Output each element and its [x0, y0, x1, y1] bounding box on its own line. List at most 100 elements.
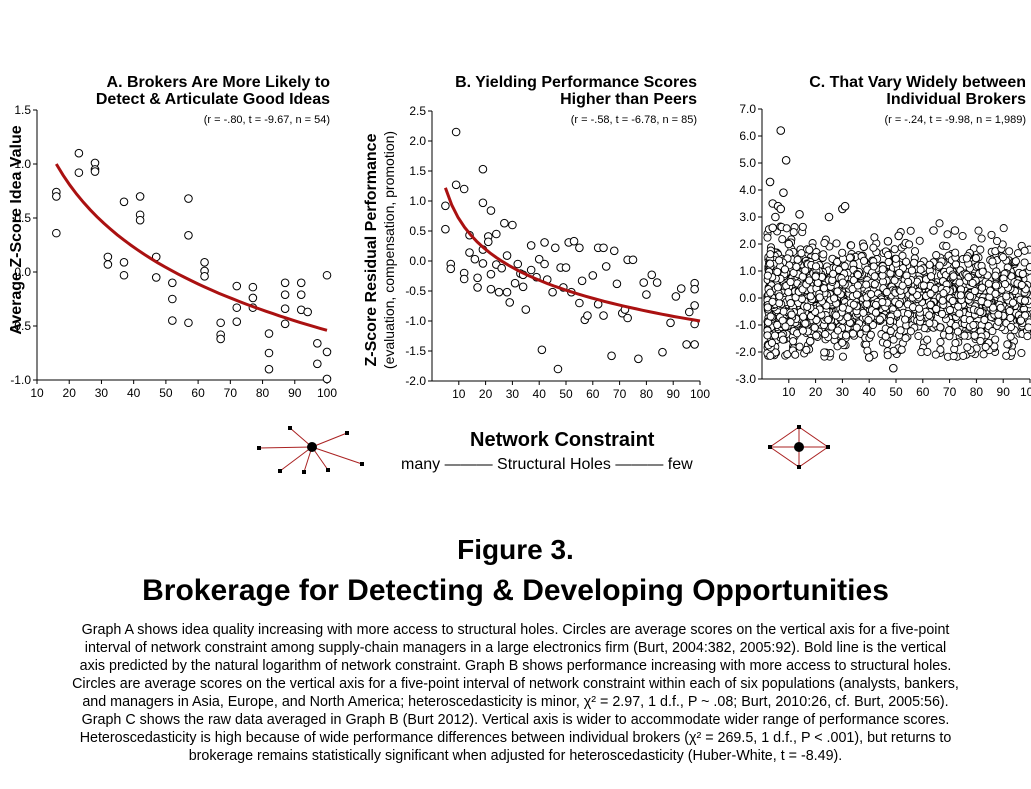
chart-a: A. Brokers Are More Likely to Detect & A… [8, 74, 337, 400]
data-point [763, 303, 772, 312]
data-point [878, 298, 887, 307]
data-point [870, 272, 879, 281]
data-point [821, 330, 830, 339]
data-point [904, 277, 913, 286]
star-network-icon [257, 426, 364, 474]
data-point [992, 236, 1002, 246]
data-point [801, 319, 810, 328]
data-point [540, 238, 549, 247]
fit-curve [55, 163, 328, 332]
data-point [513, 259, 523, 269]
x-tick-label: 10 [452, 387, 466, 401]
data-point [473, 273, 482, 283]
data-point [248, 293, 258, 303]
data-point [575, 243, 584, 253]
data-point [768, 223, 778, 233]
caption-line: interval of network constraint among sup… [84, 640, 947, 656]
data-point [894, 231, 903, 241]
y-tick-label: -3.0 [735, 372, 756, 386]
data-point [949, 352, 958, 361]
data-point [931, 350, 940, 359]
data-point [994, 317, 1003, 326]
data-point [682, 340, 691, 349]
data-point [832, 311, 841, 320]
x-tick-label: 70 [613, 387, 627, 401]
data-point [915, 236, 924, 245]
data-point [886, 326, 895, 336]
data-point [897, 345, 906, 354]
data-point [1020, 296, 1030, 305]
data-point [561, 263, 571, 272]
data-point [938, 309, 947, 318]
data-point [770, 331, 780, 340]
data-points [52, 148, 332, 384]
data-point [521, 305, 531, 314]
data-point [497, 263, 506, 273]
x-tick-label: 30 [95, 386, 109, 400]
data-point [500, 218, 509, 228]
network-constraint-title: Network Constraint [470, 429, 655, 451]
y-tick-label: 2.0 [409, 134, 426, 148]
x-tick-label: 50 [559, 387, 573, 401]
data-point [575, 298, 584, 308]
x-tick-label: 40 [127, 386, 141, 400]
data-point [666, 318, 675, 328]
data-point [991, 281, 1001, 290]
data-point [869, 243, 878, 252]
y-tick-label: -1.0 [735, 318, 756, 332]
y-tick-label: 1.5 [14, 103, 31, 117]
data-point [634, 354, 643, 364]
data-point [1017, 348, 1026, 358]
data-point [895, 300, 904, 309]
data-point [978, 267, 987, 276]
data-point [938, 296, 947, 305]
data-point [974, 226, 983, 235]
x-tick-label: 30 [506, 387, 520, 401]
data-point [168, 278, 177, 288]
y-tick-label: -1.0 [10, 373, 31, 387]
data-point [690, 340, 699, 349]
data-point [505, 298, 515, 307]
data-point [847, 241, 856, 250]
data-point [838, 338, 847, 347]
data-point [896, 326, 905, 335]
data-point [642, 290, 651, 299]
data-point [135, 192, 145, 201]
data-point [942, 242, 951, 251]
x-tick-label: 70 [943, 385, 957, 399]
data-point [763, 331, 772, 340]
scale-dash-left: ——— [444, 456, 498, 473]
data-point [766, 288, 775, 297]
data-point [890, 276, 899, 285]
few-label: few [667, 456, 693, 473]
x-tick-label: 50 [889, 385, 903, 399]
data-point [812, 315, 821, 325]
data-point [775, 292, 784, 301]
data-point [842, 331, 851, 340]
data-point [881, 332, 890, 341]
data-point [784, 239, 794, 249]
data-point [776, 126, 786, 135]
data-point [1011, 257, 1020, 266]
data-point [979, 350, 988, 359]
figure-caption: Graph A shows idea quality increasing wi… [10, 621, 1021, 765]
data-point [534, 254, 544, 264]
fit-curve [443, 187, 701, 323]
data-point [184, 230, 193, 240]
data-points [763, 126, 1031, 373]
data-point [932, 251, 941, 260]
data-point [763, 271, 772, 280]
data-point [955, 309, 964, 318]
data-point [923, 347, 932, 356]
data-point [849, 300, 858, 309]
data-point [852, 290, 861, 299]
data-point [824, 315, 833, 324]
data-point [478, 164, 488, 174]
y-tick-label: -0.5 [10, 319, 31, 333]
data-point [216, 318, 225, 328]
data-point [898, 281, 907, 290]
x-tick-label: 100 [317, 386, 337, 400]
data-point [943, 230, 952, 239]
data-point [895, 268, 904, 277]
y-tick-label: 7.0 [739, 102, 756, 116]
